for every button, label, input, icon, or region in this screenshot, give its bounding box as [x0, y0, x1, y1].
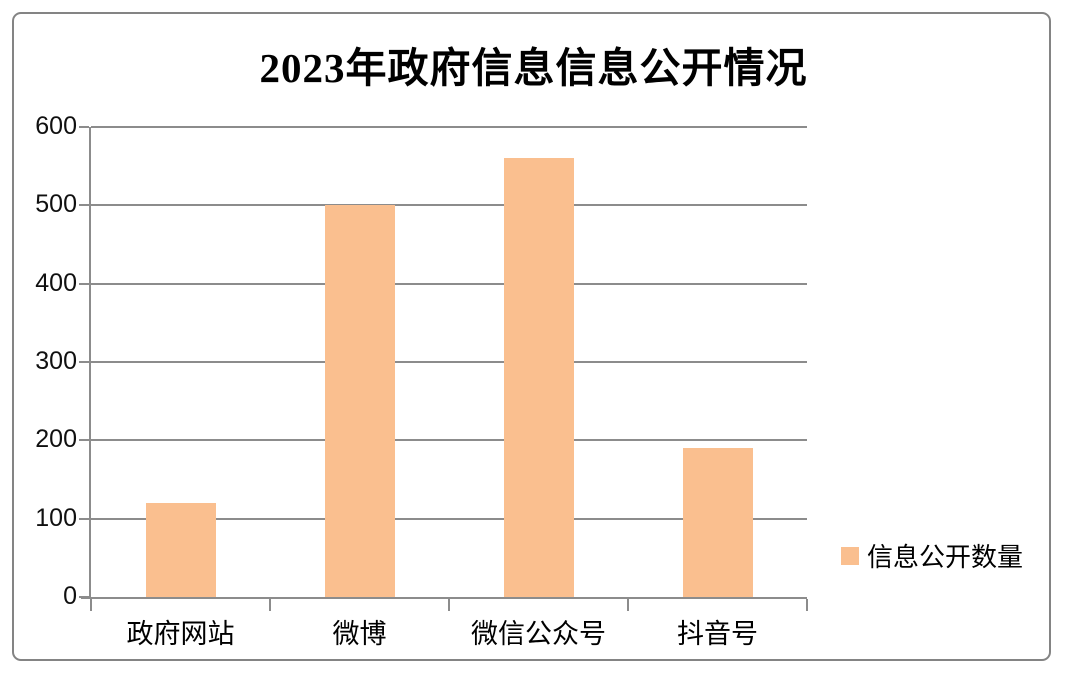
gridline-200 [91, 439, 807, 442]
gridline-400 [91, 282, 807, 285]
y-axis-tick-300 [79, 361, 89, 363]
y-axis-tick-500 [79, 204, 89, 207]
y-axis-label-100: 100 [35, 503, 77, 532]
y-axis-line [89, 127, 91, 599]
y-axis-label-500: 500 [35, 190, 77, 219]
x-axis-tick-0 [90, 599, 92, 611]
gridline-500 [91, 204, 807, 207]
plot-area [79, 126, 808, 611]
y-axis-tick-100 [79, 517, 89, 520]
x-axis-tick-4 [806, 599, 808, 611]
y-axis-label-0: 0 [63, 582, 77, 610]
x-axis-label-政府网站: 政府网站 [126, 619, 235, 649]
gridline-100 [91, 517, 807, 520]
y-axis-tick-0 [79, 596, 89, 598]
y-axis-tick-400 [79, 282, 89, 285]
x-axis-label-抖音号: 抖音号 [677, 619, 758, 649]
legend-label: 信息公开数量 [867, 543, 1024, 572]
y-axis-label-600: 600 [35, 112, 77, 140]
bar-微博 [324, 205, 395, 597]
bar-政府网站 [145, 503, 216, 597]
x-axis-tick-1 [269, 599, 271, 611]
x-axis-label-微信公众号: 微信公众号 [471, 619, 606, 649]
chart-title: 2023年政府信息信息公开情况 [259, 45, 808, 91]
gridline-300 [91, 361, 807, 363]
y-axis-label-400: 400 [35, 268, 77, 297]
legend-swatch [841, 546, 859, 565]
x-axis-label-微博: 微博 [332, 619, 387, 649]
legend: 信息公开数量 [841, 537, 1023, 574]
x-axis-tick-2 [448, 599, 450, 611]
chart-outer-border [12, 12, 1051, 661]
gridline-600 [91, 126, 807, 128]
y-axis-tick-600 [79, 126, 89, 128]
y-axis-label-300: 300 [35, 347, 77, 375]
x-axis-line [81, 597, 807, 599]
bar-微信公众号 [503, 158, 574, 597]
x-axis-tick-3 [627, 599, 629, 611]
y-axis-tick-200 [79, 439, 89, 442]
bar-抖音号 [682, 448, 753, 597]
y-axis-label-200: 200 [35, 425, 77, 454]
